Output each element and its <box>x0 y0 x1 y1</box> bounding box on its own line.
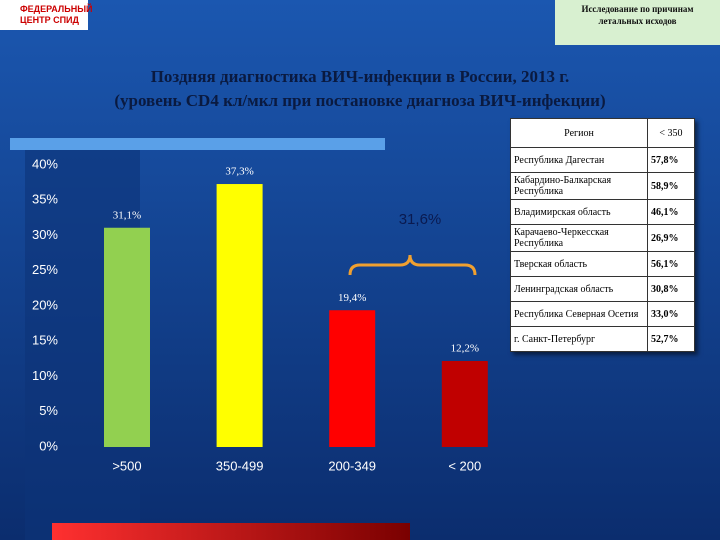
logo-text: ФЕДЕРАЛЬНЫЙ <box>20 4 93 14</box>
accent-bar <box>10 138 385 150</box>
table-cell: Карачаево-Черкесская Республика <box>510 224 648 252</box>
table: Регион < 350 Республика Дагестан 57,8% Кабар… <box>510 118 695 352</box>
y-tick-label: 25% <box>32 262 58 277</box>
x-tick-label: 350-499 <box>216 458 264 473</box>
value-label: 19,4% <box>338 292 366 304</box>
table-row: Регион < 350 <box>510 118 695 148</box>
table-cell: 56,1% <box>647 251 695 277</box>
bar <box>329 310 376 447</box>
y-tick-label: 5% <box>39 403 58 418</box>
value-label: 37,3% <box>225 166 253 178</box>
table-cell: Тверская область <box>510 251 648 277</box>
chart-subtitle: (уровень CD4 кл/мкл при постановке диагн… <box>114 91 605 110</box>
table-cell: Ленинградская область <box>510 276 648 302</box>
y-tick-label: 15% <box>32 333 58 348</box>
table-cell: 26,9% <box>647 224 695 252</box>
brace <box>348 254 477 276</box>
table-cell: < 350 <box>647 118 695 148</box>
table-cell: Регион <box>510 118 648 148</box>
table-row: Республика Северная Осетия 33,0% <box>510 301 695 327</box>
y-tick-label: 30% <box>32 227 58 242</box>
value-label: 31,1% <box>113 209 141 221</box>
y-tick-label: 35% <box>32 192 58 207</box>
table-cell: 30,8% <box>647 276 695 302</box>
table-row: г. Санкт-Петербург 52,7% <box>510 326 695 352</box>
bottom-bar <box>52 523 410 540</box>
y-tick-label: 20% <box>32 297 58 312</box>
y-tick-label: 40% <box>32 156 58 171</box>
table-cell: 33,0% <box>647 301 695 327</box>
bar <box>216 184 263 447</box>
annotation: 31,6% <box>399 211 442 228</box>
table-cell: 57,8% <box>647 147 695 173</box>
table-row: Республика Дагестан 57,8% <box>510 147 695 173</box>
table-cell: Владимирская область <box>510 199 648 225</box>
table-cell: 58,9% <box>647 172 695 200</box>
table-cell: Республика Дагестан <box>510 147 648 173</box>
table-row: Кабардино-Балкарская Республика 58,9% <box>510 172 695 200</box>
y-tick-label: 10% <box>32 368 58 383</box>
x-tick-label: < 200 <box>448 458 481 473</box>
x-tick-label: >500 <box>112 458 141 473</box>
value-label: 12,2% <box>451 343 479 355</box>
table-row: Владимирская область 46,1% <box>510 199 695 225</box>
logo-text: ЦЕНТР СПИД <box>20 15 79 25</box>
y-tick-label: 0% <box>39 438 58 453</box>
logo: ФЕДЕРАЛЬНЫЙ ЦЕНТР СПИД <box>0 0 93 30</box>
table-cell: г. Санкт-Петербург <box>510 326 648 352</box>
table-row: Тверская область 56,1% <box>510 251 695 277</box>
chart-title: Поздняя диагностика ВИЧ-инфекции в Росси… <box>151 67 570 86</box>
table-cell: Республика Северная Осетия <box>510 301 648 327</box>
bar <box>104 227 150 447</box>
note: Исследование по причинам летальных исход… <box>555 0 720 45</box>
table-cell: Кабардино-Балкарская Республика <box>510 172 648 200</box>
table-cell: 52,7% <box>647 326 695 352</box>
table-row: Ленинградская область 30,8% <box>510 276 695 302</box>
x-tick-label: 200-349 <box>328 458 376 473</box>
bar <box>441 360 488 447</box>
table-cell: 46,1% <box>647 199 695 225</box>
table-row: Карачаево-Черкесская Республика 26,9% <box>510 224 695 252</box>
